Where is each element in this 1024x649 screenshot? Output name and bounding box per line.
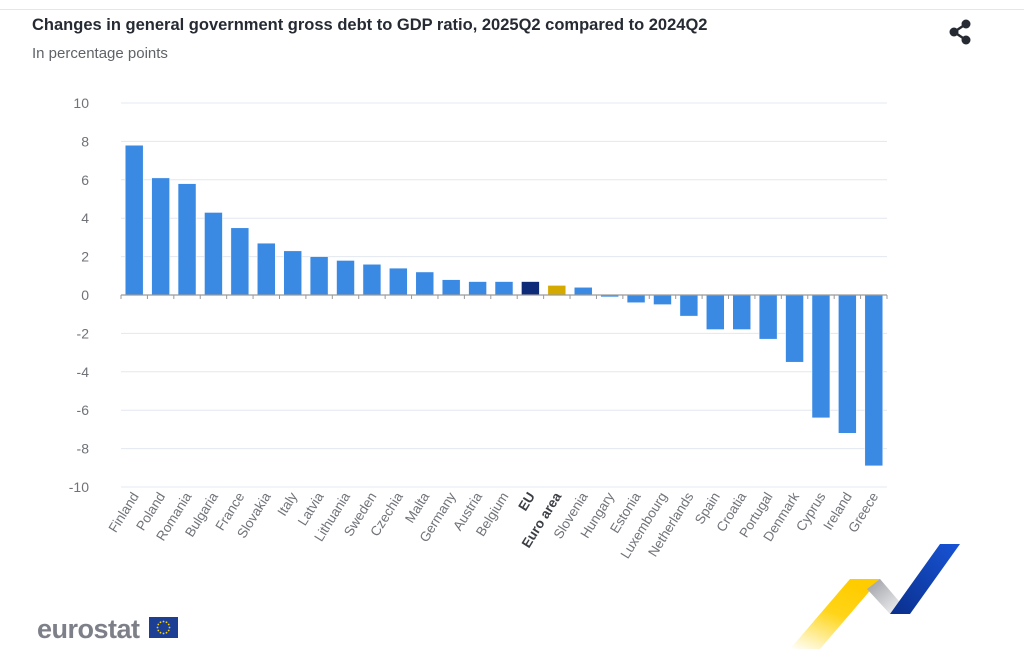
bar-croatia[interactable] xyxy=(732,294,751,330)
x-axis xyxy=(120,294,888,299)
y-tick-label: -10 xyxy=(69,479,89,495)
bar-france[interactable] xyxy=(230,227,250,296)
y-tick-label: 8 xyxy=(81,133,89,149)
bar-greece[interactable] xyxy=(864,294,884,467)
bar-latvia[interactable] xyxy=(309,256,329,296)
bar-euro-area[interactable] xyxy=(547,285,567,296)
x-tick-label: Italy xyxy=(274,489,300,518)
bar-malta[interactable] xyxy=(415,271,434,296)
y-tick-label: 6 xyxy=(81,172,89,188)
y-tick-label: -4 xyxy=(77,364,90,380)
bar-spain[interactable] xyxy=(706,294,725,330)
bar-finland[interactable] xyxy=(124,144,144,296)
x-axis-labels: FinlandPolandRomaniaBulgariaFranceSlovak… xyxy=(106,489,882,561)
y-axis-ticks: 10 8 6 4 2 0 -2 -4 -6 -8 -10 xyxy=(69,95,89,495)
bar-sweden[interactable] xyxy=(362,264,382,296)
eurostat-logo: eurostat xyxy=(37,614,140,644)
bar-italy[interactable] xyxy=(283,250,302,296)
y-tick-label: 2 xyxy=(81,249,89,265)
bar-poland[interactable] xyxy=(151,177,170,296)
bar-cyprus[interactable] xyxy=(811,294,831,419)
bars xyxy=(124,144,884,467)
bar-romania[interactable] xyxy=(177,183,197,296)
bar-lithuania[interactable] xyxy=(336,260,355,296)
y-tick-label: -6 xyxy=(77,402,90,418)
bar-austria[interactable] xyxy=(468,281,487,296)
bar-denmark[interactable] xyxy=(785,294,804,363)
top-divider xyxy=(0,9,1024,10)
bar-belgium[interactable] xyxy=(494,281,514,296)
y-tick-label: -8 xyxy=(77,441,90,457)
y-tick-label: 10 xyxy=(73,95,89,111)
bar-germany[interactable] xyxy=(441,279,461,296)
bar-luxembourg[interactable] xyxy=(653,294,672,305)
bar-portugal[interactable] xyxy=(758,294,778,340)
eurostat-ribbon-decoration xyxy=(790,544,960,649)
bar-netherlands[interactable] xyxy=(679,294,699,317)
bar-czechia[interactable] xyxy=(389,267,408,296)
x-tick-label: EU xyxy=(515,490,538,514)
bar-slovakia[interactable] xyxy=(257,242,276,296)
y-tick-label: -2 xyxy=(77,325,90,341)
chart-subtitle: In percentage points xyxy=(32,45,168,62)
bar-bulgaria[interactable] xyxy=(204,212,223,296)
bar-estonia[interactable] xyxy=(626,294,646,303)
y-tick-label: 0 xyxy=(81,287,89,303)
bar-eu[interactable] xyxy=(521,281,540,296)
share-button[interactable] xyxy=(946,18,976,46)
y-tick-label: 4 xyxy=(81,210,89,226)
share-icon xyxy=(949,19,971,45)
eu-flag-icon xyxy=(149,617,178,638)
bar-ireland[interactable] xyxy=(838,294,857,434)
bar-slovenia[interactable] xyxy=(574,287,593,296)
chart-title: Changes in general government gross debt… xyxy=(32,16,708,34)
